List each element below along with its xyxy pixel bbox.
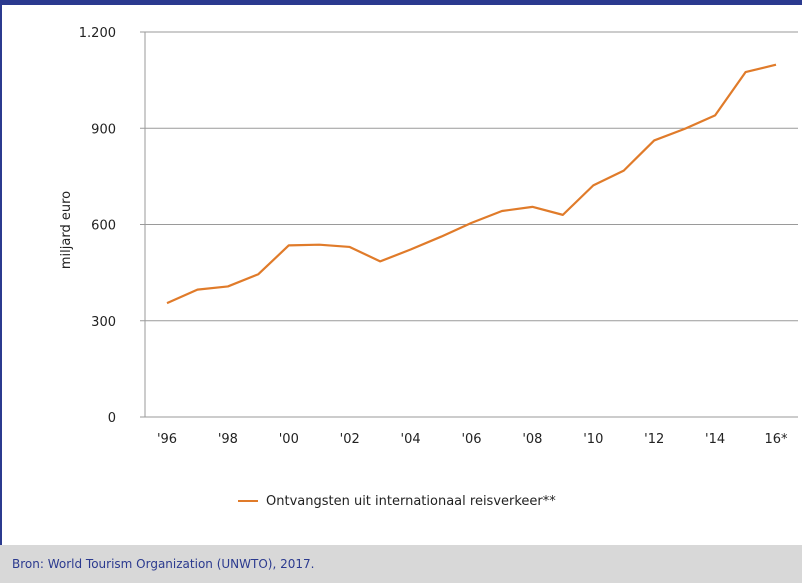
x-tick-label: '00: [279, 432, 299, 447]
grid-lines: [145, 31, 798, 322]
x-tick-label: '10: [583, 432, 603, 447]
y-axis-label: miljard euro: [59, 191, 74, 269]
source-footer: Bron: World Tourism Organization (UNWTO)…: [0, 545, 802, 583]
x-tick-label: '04: [401, 432, 421, 447]
y-tick-label: 300: [91, 315, 116, 330]
y-tick-label: 900: [91, 122, 116, 137]
legend-label: Ontvangsten uit internationaal reisverke…: [266, 493, 556, 509]
x-tick-label: '08: [522, 432, 542, 447]
top-border-bar: [0, 0, 802, 5]
x-tick-label: '12: [644, 432, 664, 447]
x-tick-label: '98: [218, 432, 238, 447]
x-tick-label: 16*: [764, 432, 788, 447]
x-tick-labels: '96 '98 '00 '02 '04 '06 '08 '10 '12 '14 16*: [157, 432, 788, 447]
x-tick-label: '02: [340, 432, 360, 447]
left-border: [0, 0, 2, 583]
y-tick-labels: 0 300 600 900 1.200: [79, 26, 116, 426]
series-lines: [166, 63, 777, 305]
y-tick-label: 600: [91, 219, 116, 234]
y-tick-label: 1.200: [79, 26, 116, 41]
axes: [140, 31, 798, 418]
x-tick-label: '06: [461, 432, 481, 447]
legend-swatch: [238, 500, 258, 502]
legend: Ontvangsten uit internationaal reisverke…: [238, 491, 556, 511]
x-tick-label: '14: [705, 432, 725, 447]
x-tick-label: '96: [157, 432, 177, 447]
line-chart: 0 300 600 900 1.200 '96 '98 '00 '02 '04 '06 '08 '10…: [59, 26, 798, 447]
source-text: Bron: World Tourism Organization (UNWTO)…: [12, 557, 315, 571]
series-line: [166, 63, 777, 305]
y-tick-label: 0: [108, 411, 116, 426]
